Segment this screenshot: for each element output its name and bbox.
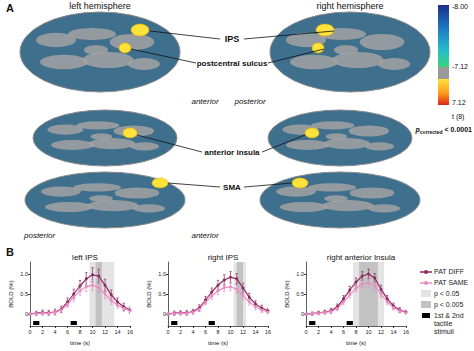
svg-text:SMA: SMA: [223, 183, 241, 192]
svg-text:7.12: 7.12: [452, 99, 466, 106]
svg-text:A: A: [6, 2, 14, 14]
svg-text:0.5: 0.5: [296, 291, 304, 297]
svg-text:1.0: 1.0: [296, 271, 304, 277]
html-text:PAT SAME: PAT SAME: [434, 279, 469, 286]
svg-text:4: 4: [191, 329, 194, 335]
svg-text:10: 10: [227, 329, 233, 335]
svg-text:right IPS: right IPS: [208, 253, 239, 262]
svg-text:posterior: posterior: [233, 97, 265, 106]
svg-text:14: 14: [252, 329, 258, 335]
svg-text:0: 0: [166, 329, 169, 335]
svg-text:0: 0: [163, 311, 166, 317]
svg-text:4: 4: [329, 329, 332, 335]
svg-text:anterior: anterior: [191, 231, 218, 240]
svg-text:-7.12: -7.12: [452, 63, 468, 70]
svg-text:BOLD (%): BOLD (%): [146, 280, 152, 307]
svg-text:8: 8: [354, 329, 357, 335]
svg-text:10: 10: [365, 329, 371, 335]
svg-text:time (s): time (s): [208, 340, 228, 346]
svg-text:1.0: 1.0: [158, 271, 166, 277]
svg-text:BOLD (%): BOLD (%): [8, 280, 14, 307]
svg-text:16: 16: [127, 329, 133, 335]
svg-text:-8.00: -8.00: [452, 3, 468, 10]
svg-text:4: 4: [53, 329, 56, 335]
svg-text:8: 8: [216, 329, 219, 335]
html-text:1st & 2nd tactile stimuli: 1st & 2nd tactile stimuli: [434, 312, 464, 335]
svg-text:right hemisphere: right hemisphere: [316, 1, 383, 11]
html-text:p < 0.005: p < 0.005: [434, 301, 464, 308]
svg-text:6: 6: [204, 329, 207, 335]
html-text:PAT DIFF: PAT DIFF: [434, 268, 464, 275]
svg-text:0: 0: [304, 329, 307, 335]
svg-text:anterior: anterior: [191, 97, 218, 106]
svg-text:0: 0: [28, 329, 31, 335]
svg-text:16: 16: [403, 329, 409, 335]
svg-text:12: 12: [240, 329, 246, 335]
svg-text:postcentral sulcus: postcentral sulcus: [197, 59, 268, 68]
svg-text:6: 6: [342, 329, 345, 335]
svg-text:pcorrected < 0.0001: pcorrected < 0.0001: [415, 126, 473, 135]
html-text:p < 0.05: p < 0.05: [434, 290, 460, 297]
svg-text:0.5: 0.5: [20, 291, 28, 297]
svg-text:0: 0: [25, 311, 28, 317]
svg-text:IPS: IPS: [225, 34, 240, 44]
svg-text:12: 12: [378, 329, 384, 335]
svg-text:B: B: [6, 246, 14, 258]
svg-text:14: 14: [390, 329, 396, 335]
svg-text:2: 2: [317, 329, 320, 335]
svg-text:8: 8: [78, 329, 81, 335]
svg-text:time (s): time (s): [346, 340, 366, 346]
svg-text:t (8): t (8): [452, 113, 464, 121]
svg-text:BOLD (%): BOLD (%): [284, 280, 290, 307]
svg-text:1.0: 1.0: [20, 271, 28, 277]
svg-text:anterior insula: anterior insula: [204, 148, 260, 157]
svg-text:6: 6: [66, 329, 69, 335]
svg-text:10: 10: [89, 329, 95, 335]
svg-text:posterior: posterior: [23, 231, 55, 240]
svg-text:0.5: 0.5: [158, 291, 166, 297]
svg-text:14: 14: [114, 329, 120, 335]
svg-text:right anterior Insula: right anterior Insula: [327, 253, 396, 262]
svg-text:2: 2: [41, 329, 44, 335]
svg-text:0: 0: [301, 311, 304, 317]
svg-text:left hemisphere: left hemisphere: [69, 1, 131, 11]
svg-text:2: 2: [179, 329, 182, 335]
svg-text:time (s): time (s): [70, 340, 90, 346]
svg-text:left IPS: left IPS: [72, 253, 98, 262]
svg-text:16: 16: [265, 329, 271, 335]
svg-text:12: 12: [102, 329, 108, 335]
